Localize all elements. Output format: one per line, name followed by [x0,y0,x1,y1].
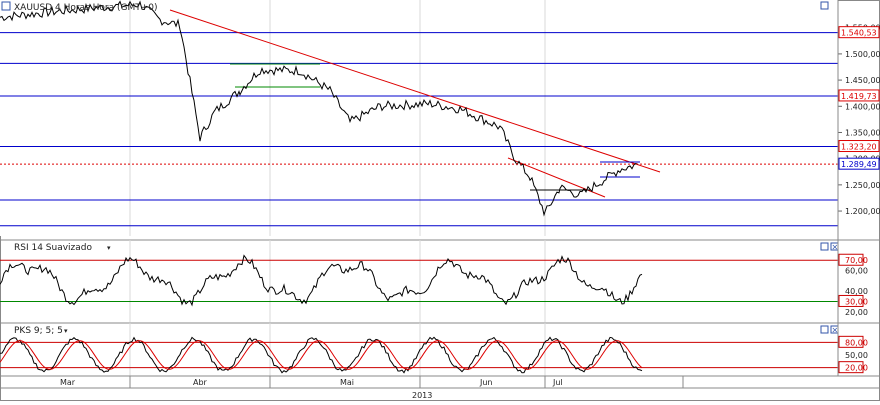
pks-fast-line[interactable] [0,336,643,374]
pks-axis: 80,00 50,00 20,00 [838,335,868,374]
rsi-title[interactable]: RSI 14 Suavizado [14,243,93,253]
pks-axis-label: 80,00 [845,338,868,347]
trendline-major[interactable] [169,9,661,173]
pks-close-icon: × [832,326,839,335]
level-price-label: 1.323,20 [841,143,877,152]
price-axis-label: 1.250,00 [845,181,880,190]
price-axis-label: 1.400,00 [845,102,880,111]
current-price-label: 1.289,49 [841,160,877,169]
rsi-level-tag [838,253,864,266]
pks-maximize-button[interactable] [820,325,829,334]
rsi-series-line[interactable] [0,254,643,307]
rsi-level-tag [838,294,864,307]
price-axis-label: 1.450,00 [845,76,880,85]
month-label: Mai [340,378,354,387]
pks-level-tag [838,335,864,348]
price-panel[interactable]: XAUUSD 4 Horas Hora (GMT+0) [0,0,838,236]
price-axis: 1.550,001.500,001.450,001.400,001.350,00… [838,24,880,216]
month-label: Jul [552,378,563,387]
rsi-menu-arrow-icon[interactable]: ▾ [107,244,111,252]
level-price-tag [838,89,880,102]
rsi-axis-label: 60,00 [845,267,868,276]
time-axis: 2013 Mar Abr Mai Jun Jul [0,375,880,400]
level-price-label: 1.419,73 [841,92,877,101]
month-label: Abr [193,378,208,387]
price-axis-label: 1.350,00 [845,128,880,137]
pks-menu-arrow-icon[interactable]: ▾ [64,327,68,335]
price-maximize-button[interactable] [820,1,829,10]
year-label: 2013 [412,391,432,400]
price-levels[interactable] [0,32,838,227]
price-title-box[interactable]: XAUUSD 4 Horas Hora (GMT+0) [1,1,158,13]
price-axis-label: 1.200,00 [845,207,880,216]
current-price-tag [838,157,880,170]
price-grid [129,0,546,236]
price-axis-label: 1.500,00 [845,50,880,59]
pks-axis-label: 20,00 [845,364,868,373]
level-price-tag [838,140,880,153]
price-series-line[interactable] [0,0,639,217]
month-label: Mar [60,378,76,387]
rsi-close-icon: × [832,243,839,252]
rsi-axis-label: 70,00 [845,256,868,265]
pks-level-tag [838,361,864,374]
pks-axis-label: 50,00 [845,351,868,360]
rsi-panel[interactable]: RSI 14 Suavizado ▾ × [0,239,880,322]
rsi-axis-label: 40,00 [845,287,868,296]
rsi-axis-label: 20,00 [845,308,868,317]
rsi-axis-label: 30,00 [845,297,868,306]
price-title: XAUUSD 4 Horas Hora (GMT+0) [14,3,158,13]
rsi-maximize-button[interactable] [820,242,829,251]
level-price-tag [838,26,880,39]
pks-slow-line[interactable] [0,340,643,370]
pks-panel[interactable]: PKS 9; 5; 5 ▾ × [0,322,880,376]
level-price-label: 1.540,53 [841,29,877,38]
rsi-grid [129,240,546,322]
month-label: Jun [479,378,493,387]
pks-title[interactable]: PKS 9; 5; 5 [14,326,63,336]
